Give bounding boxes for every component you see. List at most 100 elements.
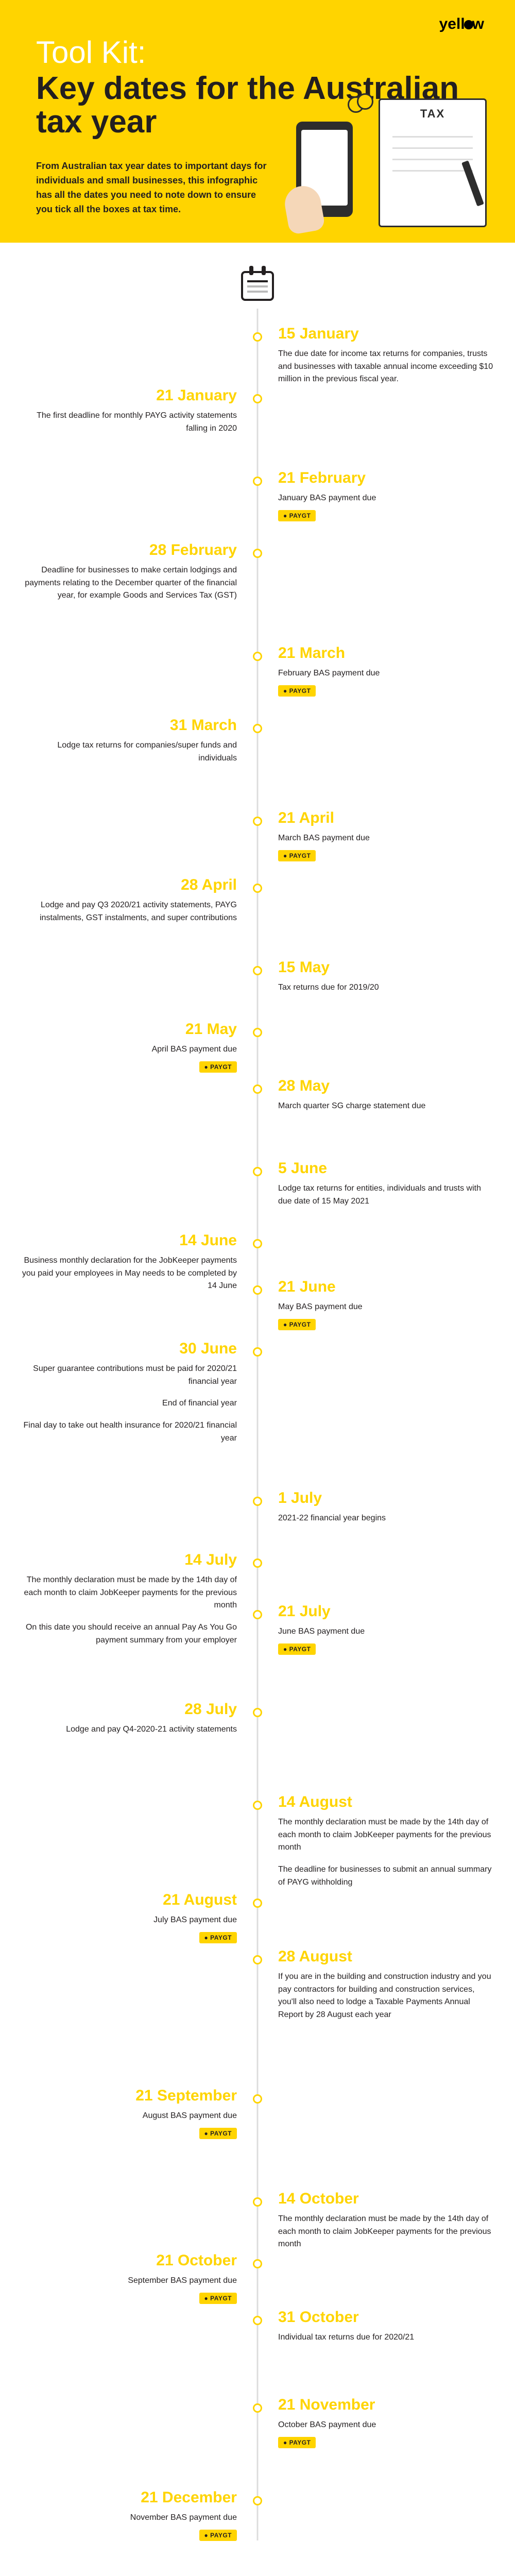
timeline-entry: 21 FebruaryJanuary BAS payment duePAYGT [278,469,494,521]
tax-paper-icon [379,98,487,227]
timeline-entry: 21 March February BAS payment due PAYGT [278,645,494,697]
entry-description: August BAS payment due [21,2110,237,2123]
paygt-badge: PAYGT [278,2437,316,2448]
timeline-node [253,884,262,893]
paygt-badge: PAYGT [278,1319,316,1330]
intro-text: From Australian tax year dates to import… [36,159,273,217]
timeline-node [253,1347,262,1357]
entry-description: November BAS payment due [21,2512,237,2524]
entry-date: 21 April [278,809,494,827]
entry-date: 14 July [21,1551,237,1569]
entry-description: 2021-22 financial year begins [278,1512,494,1525]
timeline-entry: 14 July The monthly declaration must be m… [21,1551,237,1647]
timeline-node [253,1955,262,1964]
timeline-entry: 21 November October BAS payment due PAYGT [278,2396,494,2448]
entry-date: 1 July [278,1489,494,1507]
entry-description: The due date for income tax returns for … [278,348,494,386]
entry-date: 21 September [21,2087,237,2105]
entry-date: 28 April [21,876,237,894]
entry-date: 5 June [278,1160,494,1177]
timeline-entry: 21 January The first deadline for monthly… [21,387,237,435]
entry-date: 21 July [278,1603,494,1620]
paygt-badge: PAYGT [199,2530,237,2541]
timeline-entry: 14 AugustThe monthly declaration must be… [278,1793,494,1889]
paygt-badge: PAYGT [199,2293,237,2304]
entry-description: On this date you should receive an annua… [21,1621,237,1647]
timeline-node [253,652,262,661]
timeline-node [253,817,262,826]
entry-date: 28 May [278,1077,494,1095]
entry-date: 21 June [278,1278,494,1296]
entry-date: 21 March [278,645,494,662]
timeline-node [253,332,262,342]
entry-date: 21 January [21,387,237,404]
entry-description: The monthly declaration must be made by … [278,2213,494,2251]
timeline-entry: 21 SeptemberAugust BAS payment duePAYGT [21,2087,237,2139]
entry-date: 30 June [21,1340,237,1358]
entry-description: The first deadline for monthly PAYG acti… [21,410,237,435]
timeline-node [253,1167,262,1176]
entry-date: 21 November [278,2396,494,2414]
entry-date: 31 March [21,717,237,734]
header-illustration [296,93,487,227]
timeline-node [253,1084,262,1094]
paygt-badge: PAYGT [199,1932,237,1943]
entry-description: April BAS payment due [21,1043,237,1056]
paygt-badge: PAYGT [278,685,316,697]
timeline-node [253,2197,262,2207]
timeline-entry: 30 JuneSuper guarantee contributions mus… [21,1340,237,1445]
entry-description: If you are in the building and construct… [278,1971,494,2022]
entry-description: Deadline for businesses to make certain … [21,564,237,602]
timeline-node [253,1028,262,1037]
entry-date: 28 July [21,1701,237,1718]
timeline-entry: 14 JuneBusiness monthly declaration for … [21,1232,237,1293]
paygt-badge: PAYGT [199,1061,237,1073]
entry-date: 28 August [278,1948,494,1965]
entry-date: 15 May [278,959,494,976]
paygt-badge: PAYGT [278,510,316,521]
timeline-entry: 21 JulyJune BAS payment duePAYGT [278,1603,494,1655]
timeline-entry: 28 August If you are in the building and … [278,1948,494,2022]
entry-description: June BAS payment due [278,1625,494,1638]
entry-description: March BAS payment due [278,832,494,845]
entry-date: 14 June [21,1232,237,1249]
entry-description: July BAS payment due [21,1914,237,1927]
timeline-entry: 21 June May BAS payment due PAYGT [278,1278,494,1330]
entry-description: Lodge tax returns for companies/super fu… [21,739,237,765]
timeline-entry: 31 OctoberIndividual tax returns due for… [278,2309,494,2344]
entry-description: September BAS payment due [21,2275,237,2287]
timeline-entry: 15 JanuaryThe due date for income tax re… [278,325,494,386]
entry-description: Tax returns due for 2019/20 [278,981,494,994]
entry-date: 14 October [278,2190,494,2208]
timeline-entry: 28 JulyLodge and pay Q4-2020-21 activity… [21,1701,237,1736]
entry-description: The deadline for businesses to submit an… [278,1863,494,1889]
entry-description: The monthly declaration must be made by … [278,1816,494,1854]
timeline-entry: 14 October The monthly declaration must b… [278,2190,494,2251]
timeline-node [253,1801,262,1810]
timeline-node [253,1610,262,1619]
timeline-node [253,2496,262,2505]
entry-description: February BAS payment due [278,667,494,680]
header: yellw Tool Kit: Key dates for the Austra… [0,0,515,243]
timeline-entry: 21 MayApril BAS payment duePAYGT [21,1021,237,1073]
entry-description: Lodge and pay Q3 2020/21 activity statem… [21,899,237,925]
timeline-entry: 5 JuneLodge tax returns for entities, in… [278,1160,494,1208]
timeline-node [253,2259,262,2268]
entry-description: The monthly declaration must be made by … [21,1574,237,1612]
entry-description: January BAS payment due [278,492,494,505]
entry-description: Individual tax returns due for 2020/21 [278,2331,494,2344]
entry-description: October BAS payment due [278,2419,494,2432]
timeline-entry: 15 May Tax returns due for 2019/20 [278,959,494,994]
paygt-badge: PAYGT [278,850,316,861]
timeline-entry: 21 April March BAS payment due PAYGT [278,809,494,861]
timeline-entry: 21 December November BAS payment due PAYGT [21,2489,237,2541]
timeline-node [253,1285,262,1295]
entry-description: Final day to take out health insurance f… [21,1419,237,1445]
timeline-node [253,477,262,486]
timeline-entry: 28 MayMarch quarter SG charge statement … [278,1077,494,1113]
timeline-node [253,394,262,403]
timeline-node [253,1558,262,1568]
timeline-node [253,1239,262,1248]
entry-description: May BAS payment due [278,1301,494,1314]
entry-date: 21 December [21,2489,237,2506]
